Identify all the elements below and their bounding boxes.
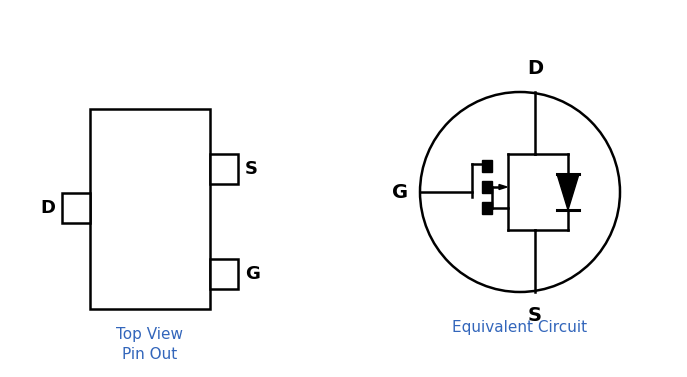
Text: S: S bbox=[528, 306, 542, 325]
Bar bbox=[482, 202, 492, 214]
Bar bbox=[482, 160, 492, 172]
Bar bbox=[210, 154, 238, 184]
Polygon shape bbox=[499, 184, 507, 190]
Polygon shape bbox=[557, 174, 579, 210]
Circle shape bbox=[420, 92, 620, 292]
Text: Equivalent Circuit: Equivalent Circuit bbox=[453, 320, 587, 335]
Text: G: G bbox=[392, 182, 408, 201]
Text: D: D bbox=[40, 199, 55, 217]
Text: Top View
Pin Out: Top View Pin Out bbox=[117, 327, 183, 362]
Text: S: S bbox=[245, 160, 258, 178]
Bar bbox=[90, 109, 210, 309]
Bar bbox=[482, 181, 492, 193]
Text: D: D bbox=[527, 59, 543, 78]
Bar bbox=[210, 259, 238, 289]
Text: G: G bbox=[245, 265, 260, 283]
Bar bbox=[62, 193, 90, 223]
